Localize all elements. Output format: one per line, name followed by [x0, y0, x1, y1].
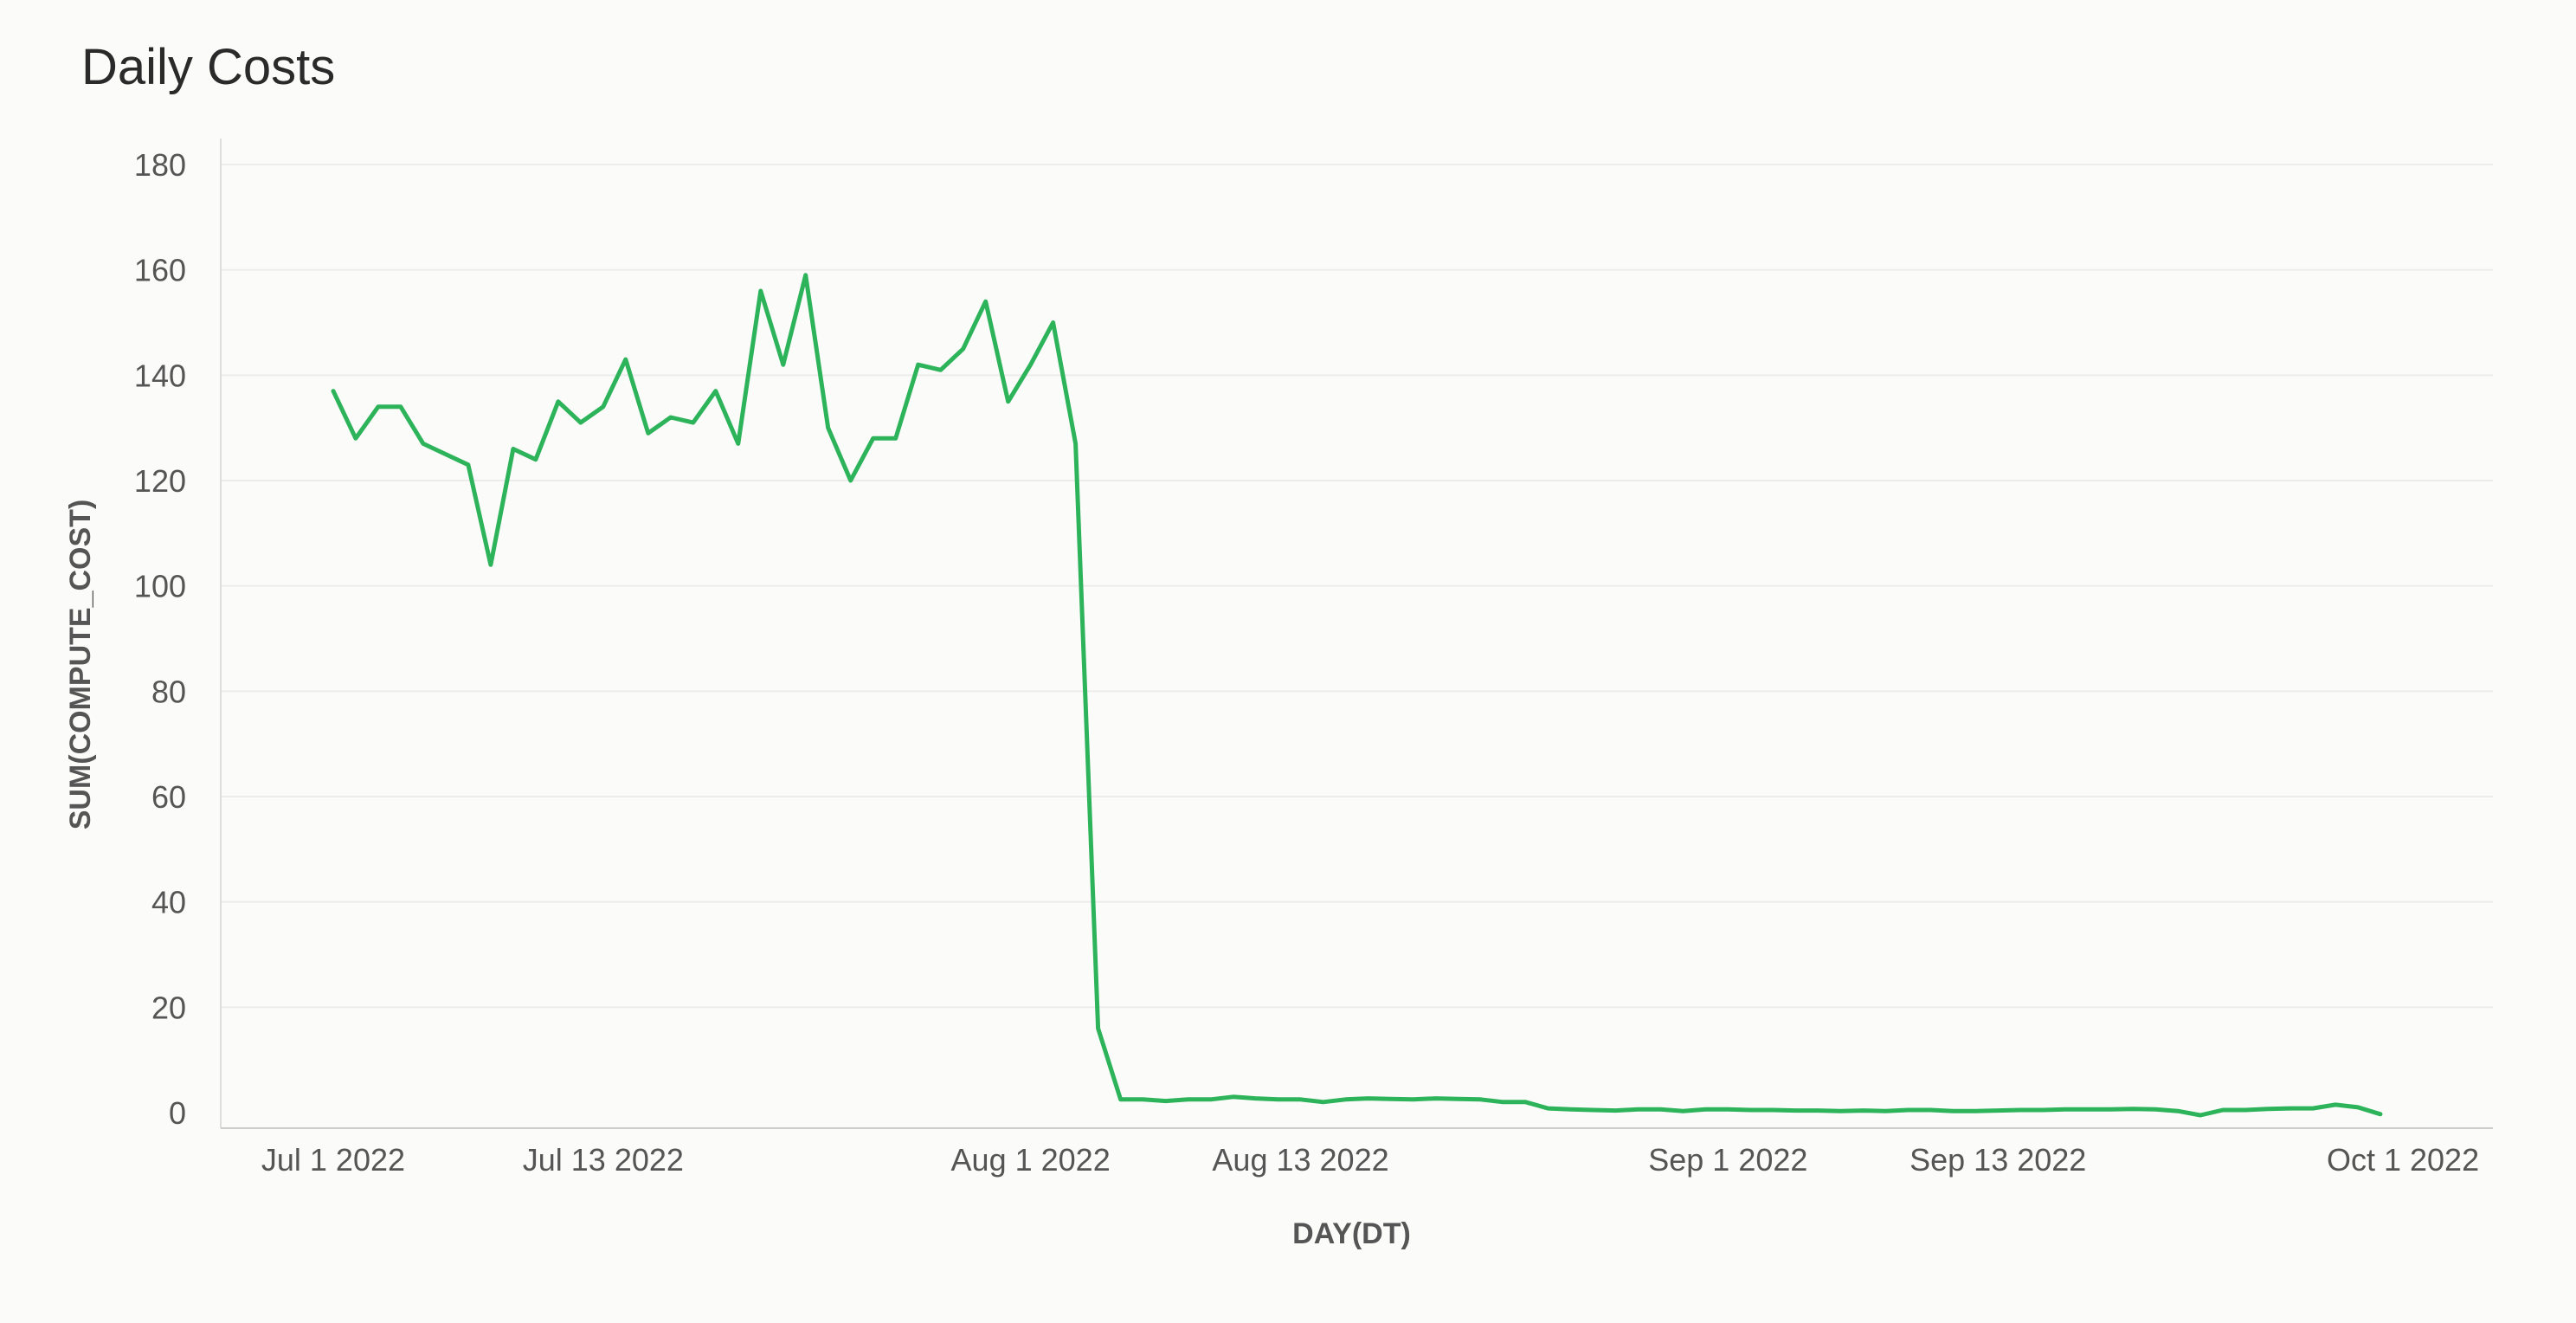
series-group: [331, 273, 2383, 1118]
y-tick-label: 100: [134, 569, 186, 604]
y-tick-label: 160: [134, 253, 186, 288]
series-line: [331, 273, 2383, 1118]
y-tick-label: 20: [151, 990, 186, 1025]
y-tick-label: 80: [151, 674, 186, 709]
chart-title: Daily Costs: [81, 39, 336, 95]
x-axis-label: DAY(DT): [1292, 1217, 1411, 1250]
y-tick-label: 60: [151, 779, 186, 815]
x-tick-label: Aug 13 2022: [1212, 1142, 1388, 1178]
y-tick-label: 140: [134, 358, 186, 393]
y-axis-label: SUM(COMPUTE_COST): [64, 500, 97, 830]
x-tick-label: Sep 13 2022: [1909, 1142, 2086, 1178]
grid-lines: [221, 164, 2493, 1009]
x-tick-label: Jul 13 2022: [523, 1142, 684, 1178]
y-tick-label: 0: [169, 1095, 186, 1131]
x-tick-label: Aug 1 2022: [951, 1142, 1111, 1178]
y-tick-label: 40: [151, 885, 186, 920]
y-axis-ticks: 0 20 40 60 80 100 120 140 160 180: [134, 147, 186, 1131]
y-tick-label: 180: [134, 147, 186, 183]
x-tick-label: Jul 1 2022: [261, 1142, 405, 1178]
x-tick-label: Oct 1 2022: [2327, 1142, 2479, 1178]
x-tick-label: Sep 1 2022: [1648, 1142, 1807, 1178]
axes: [220, 139, 2493, 1129]
y-tick-label: 120: [134, 463, 186, 499]
x-axis-ticks: Jul 1 2022 Jul 13 2022 Aug 1 2022 Aug 13 20…: [261, 1142, 2479, 1178]
